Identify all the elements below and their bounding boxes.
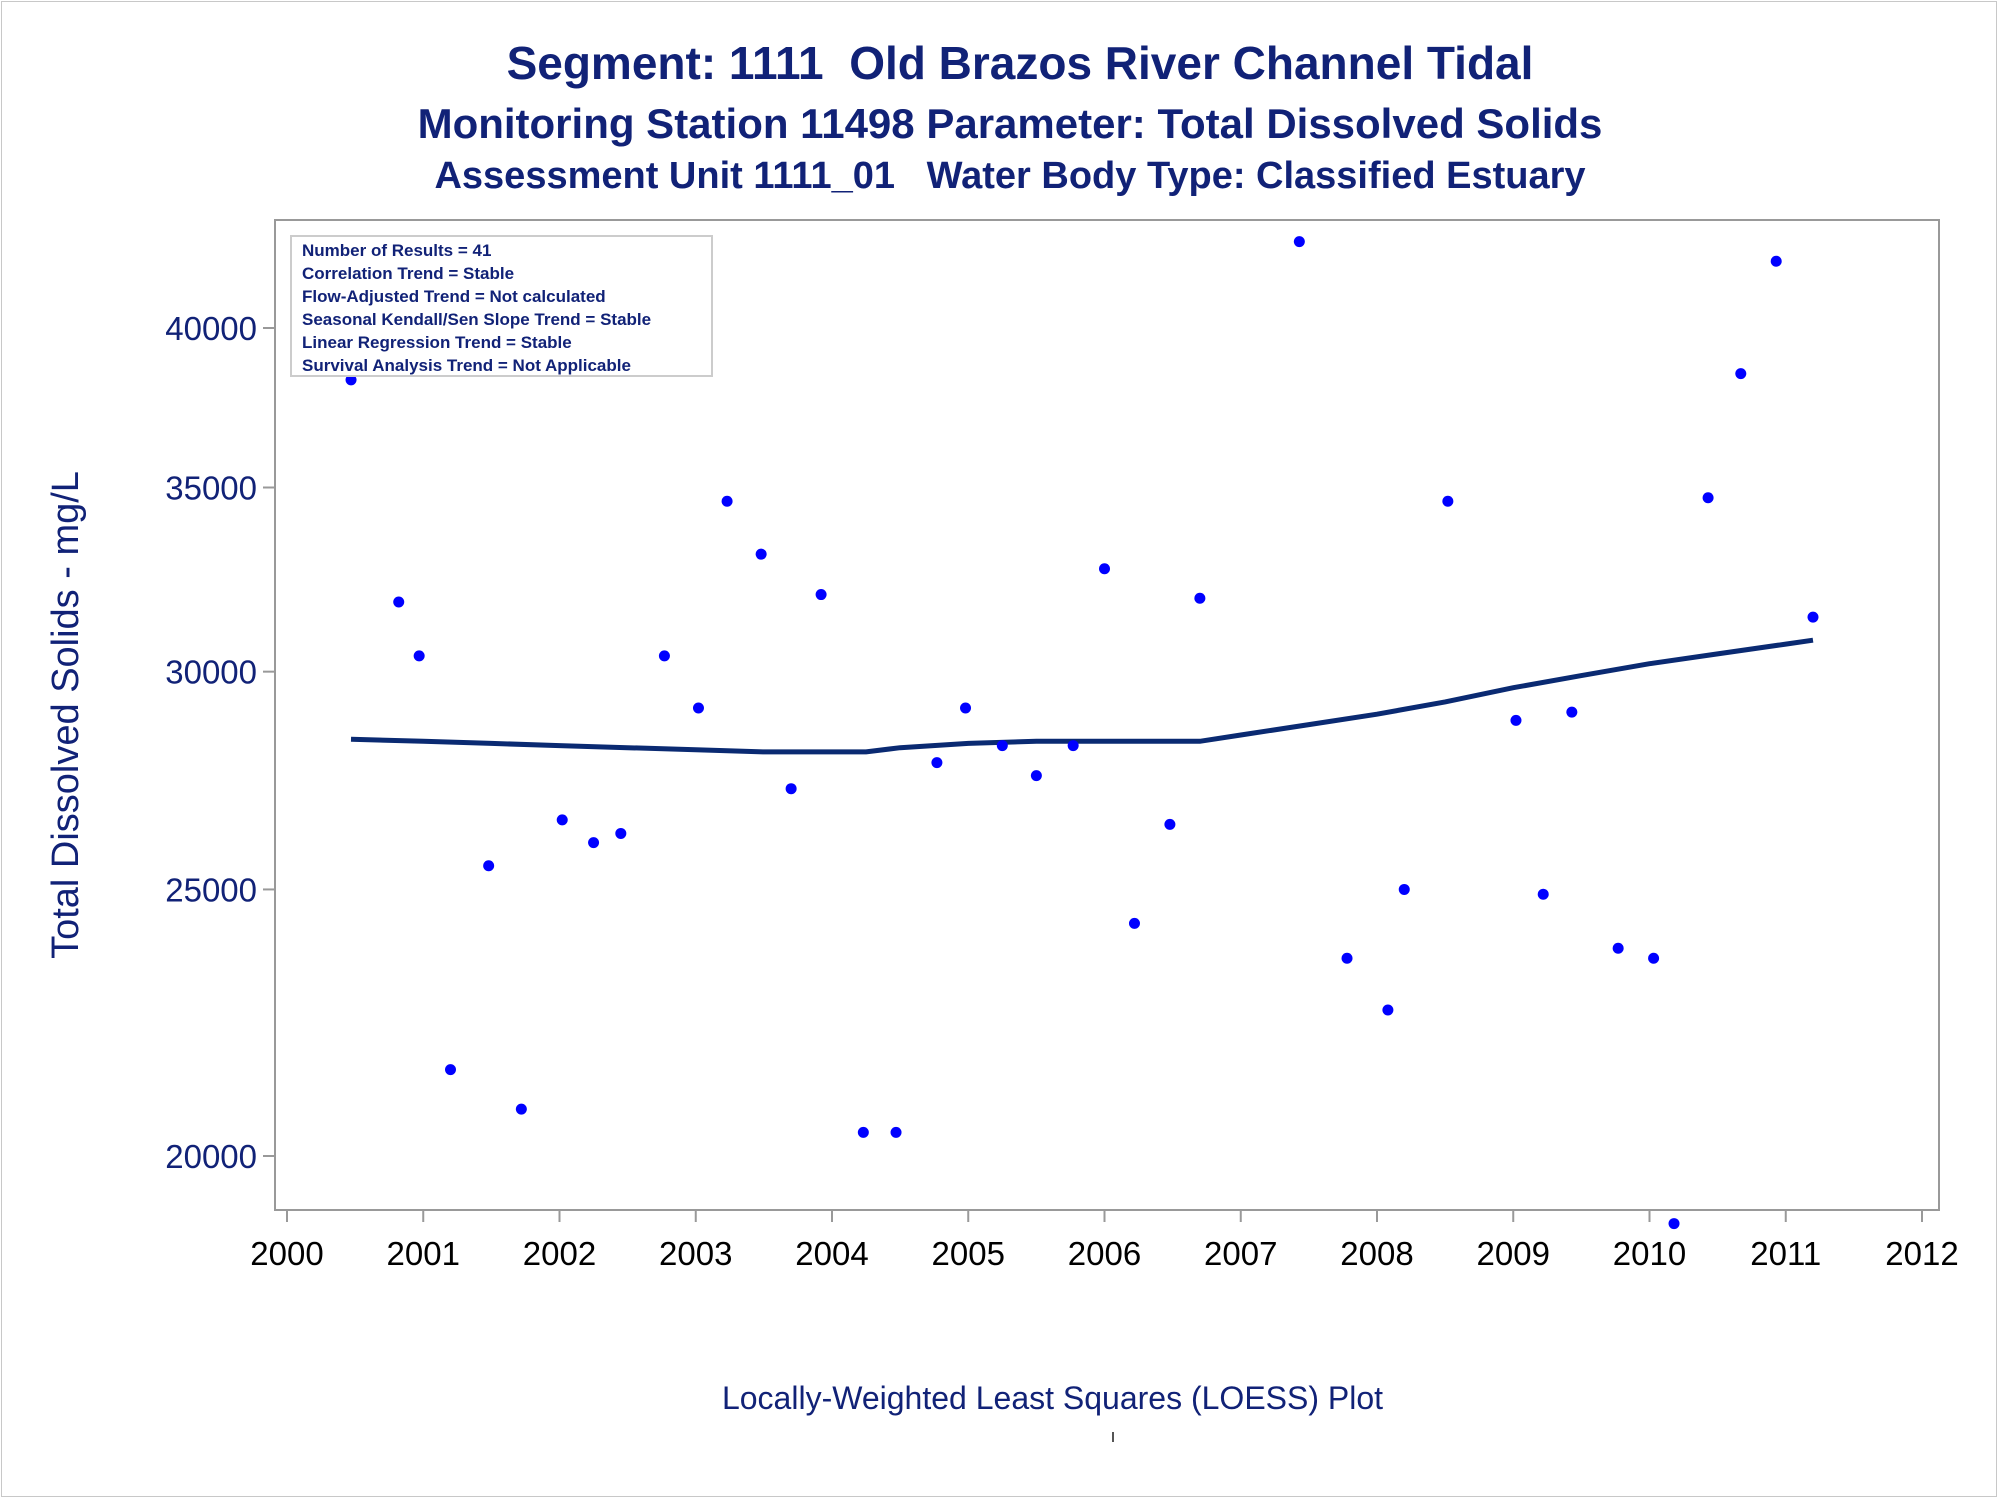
data-point — [1194, 592, 1206, 604]
x-tick-label: 2003 — [659, 1235, 732, 1272]
loess-line — [350, 637, 1814, 755]
data-point — [345, 374, 357, 386]
data-point — [1382, 1004, 1394, 1016]
y-tick-label: 25000 — [165, 871, 257, 908]
data-point — [556, 814, 568, 826]
data-point — [721, 495, 733, 507]
y-tick-label: 40000 — [165, 310, 257, 347]
data-point — [1510, 714, 1522, 726]
data-point — [960, 702, 972, 714]
data-point — [393, 596, 405, 608]
data-point — [1030, 770, 1042, 782]
x-tick-label: 2005 — [932, 1235, 1005, 1272]
chart-subtitle-assessment: Assessment Unit 1111_01 Water Body Type:… — [434, 155, 1586, 197]
x-tick-label: 2000 — [250, 1235, 323, 1272]
data-point — [890, 1126, 902, 1138]
stats-box: Number of Results = 41 Correlation Trend… — [290, 235, 713, 377]
data-points — [345, 236, 1819, 1230]
data-point — [588, 837, 600, 849]
chart-subtitle-station: Monitoring Station 11498 Parameter: Tota… — [417, 100, 1603, 147]
data-point — [1099, 563, 1110, 575]
y-axis: 20000 25000 30000 35000 40000 — [165, 310, 275, 1175]
data-point — [1807, 611, 1819, 623]
data-point — [483, 860, 495, 872]
data-point — [1398, 883, 1410, 895]
data-point — [1668, 1218, 1680, 1230]
y-tick-label: 30000 — [165, 654, 257, 691]
data-point — [1648, 952, 1660, 964]
stats-line-seasonal-kendall: Seasonal Kendall/Sen Slope Trend = Stabl… — [302, 310, 651, 329]
data-point — [857, 1126, 869, 1138]
y-tick-label: 35000 — [165, 470, 257, 507]
x-tick-label: 2004 — [795, 1235, 868, 1272]
stats-line-correlation: Correlation Trend = Stable — [302, 264, 514, 283]
x-tick-label: 2006 — [1068, 1235, 1141, 1272]
data-point — [692, 702, 704, 714]
data-point — [1442, 495, 1454, 507]
data-point — [1164, 818, 1176, 830]
data-point — [931, 757, 943, 769]
footnote-mark — [1112, 1432, 1114, 1442]
data-point — [755, 548, 767, 560]
data-point — [996, 740, 1008, 752]
data-point — [1770, 255, 1782, 267]
x-tick-label: 2007 — [1204, 1235, 1277, 1272]
stats-line-results: Number of Results = 41 — [302, 241, 491, 260]
x-tick-label: 2009 — [1477, 1235, 1550, 1272]
x-tick-label: 2002 — [523, 1235, 596, 1272]
data-point — [445, 1064, 456, 1076]
data-point — [658, 650, 670, 662]
plot-method-note: Locally-Weighted Least Squares (LOESS) P… — [721, 1380, 1384, 1416]
data-point — [815, 589, 827, 601]
x-tick-label: 2001 — [387, 1235, 460, 1272]
data-point — [785, 783, 797, 795]
data-point — [615, 827, 627, 839]
y-tick-label: 20000 — [165, 1138, 257, 1175]
x-tick-label: 2012 — [1885, 1235, 1958, 1272]
data-point — [413, 650, 425, 662]
x-tick-label: 2008 — [1340, 1235, 1413, 1272]
data-point — [1735, 368, 1747, 380]
data-point — [515, 1103, 527, 1115]
stats-box-border — [290, 235, 713, 377]
chart-title: Segment: 1111 Old Brazos River Channel T… — [506, 37, 1534, 89]
data-point — [1067, 740, 1079, 752]
x-tick-label: 2011 — [1750, 1235, 1821, 1272]
x-tick-label: 2010 — [1613, 1235, 1686, 1272]
data-point — [1341, 952, 1353, 964]
data-point — [1293, 236, 1305, 248]
stats-line-flow-adjusted: Flow-Adjusted Trend = Not calculated — [302, 287, 606, 306]
y-axis-label: Total Dissolved Solids - mg/L — [45, 471, 87, 959]
data-point — [1128, 917, 1140, 929]
data-point — [1537, 888, 1549, 900]
plot-area — [274, 219, 1940, 1211]
stats-line-linear-regression: Linear Regression Trend = Stable — [302, 333, 572, 352]
data-point — [1612, 942, 1624, 954]
data-point — [1566, 706, 1578, 718]
stats-line-survival: Survival Analysis Trend = Not Applicable — [302, 356, 631, 375]
x-axis: 2000 2001 2002 2003 2004 2005 2006 2007 2008 2009… — [250, 1210, 1959, 1272]
data-point — [1702, 492, 1714, 504]
